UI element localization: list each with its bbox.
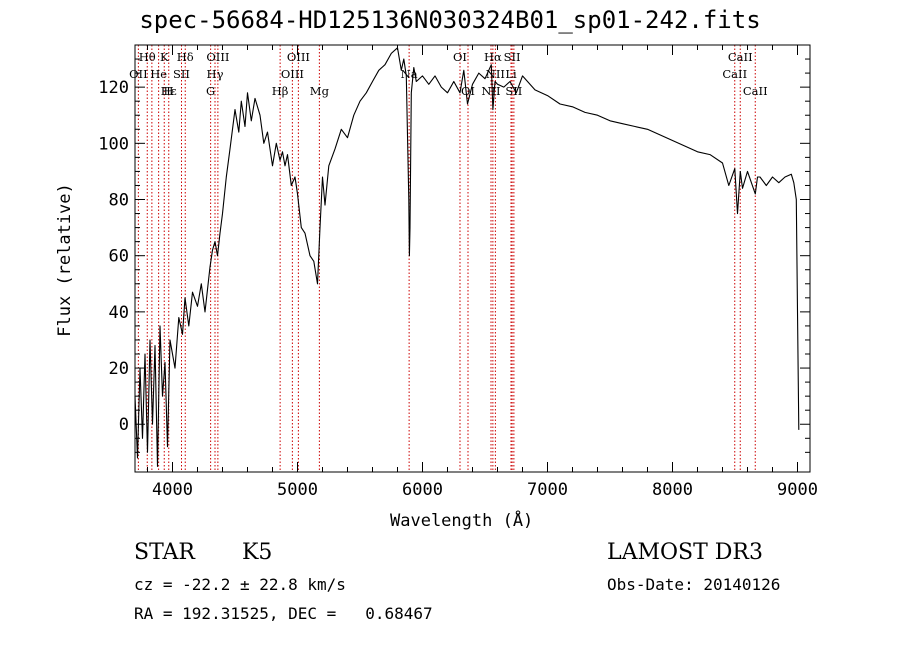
line-label: Na	[401, 67, 418, 81]
line-label: He	[150, 67, 167, 81]
y-tick-label: 20	[109, 359, 129, 379]
x-tick-label: 8000	[652, 480, 693, 500]
chart-title: spec-56684-HD125136N030324B01_sp01-242.f…	[139, 6, 761, 34]
line-label: OI	[453, 50, 467, 64]
cz-readout: cz = -22.2 ± 22.8 km/s	[134, 575, 346, 594]
line-label: OI	[461, 84, 475, 98]
y-tick-label: 80	[109, 191, 129, 211]
line-label: Hδ	[177, 50, 194, 64]
x-tick-label: 4000	[152, 480, 193, 500]
line-label: CaII	[722, 67, 747, 81]
line-label: OIII	[281, 67, 304, 81]
y-tick-label: 0	[119, 415, 129, 435]
line-label: Hε	[161, 84, 177, 98]
line-label: NII	[486, 67, 505, 81]
y-tick-label: 40	[109, 303, 129, 323]
object-class: STAR	[134, 540, 195, 565]
y-ticks: 0 20 40 60 80 100 120	[98, 58, 810, 453]
line-label: Hθ	[139, 50, 156, 64]
coordinates: RA = 192.31525, DEC = 0.68467	[134, 604, 433, 623]
line-label: CaII	[728, 50, 753, 64]
line-label: SII	[504, 50, 521, 64]
line-label: CaII	[743, 84, 768, 98]
line-label: Hα	[484, 50, 502, 64]
spectral-line-markers	[137, 45, 756, 472]
survey-name: LAMOST DR3	[607, 540, 763, 565]
line-label: Li	[505, 67, 517, 81]
line-label: Hβ	[272, 84, 289, 98]
line-label: OII	[129, 67, 148, 81]
line-label: Mg	[310, 84, 330, 98]
line-label: G	[206, 84, 215, 98]
x-tick-label: 5000	[277, 480, 318, 500]
y-tick-label: 120	[98, 78, 129, 98]
line-label: OIII	[287, 50, 310, 64]
y-tick-label: 60	[109, 247, 129, 267]
x-tick-label: 6000	[402, 480, 443, 500]
line-label: NII	[481, 84, 500, 98]
spectrum-line	[134, 47, 800, 467]
line-label: H	[163, 84, 173, 98]
spectrum-curve-layer	[134, 47, 800, 467]
x-tick-label: 7000	[527, 480, 568, 500]
line-label: Hγ	[207, 67, 224, 81]
obs-date: Obs-Date: 20140126	[607, 575, 781, 594]
x-axis-label: Wavelength (Å)	[390, 511, 534, 531]
line-label: OIII	[206, 50, 229, 64]
y-tick-label: 100	[98, 134, 129, 154]
y-axis-label: Flux (relative)	[55, 183, 75, 337]
line-label: K	[160, 50, 169, 64]
x-ticks: 4000 5000 6000 7000 8000 9000	[147, 45, 818, 500]
line-label: SII	[505, 84, 522, 98]
plot-frame	[134, 44, 811, 473]
line-label: SII	[173, 67, 190, 81]
object-subclass: K5	[242, 540, 273, 565]
x-tick-label: 9000	[777, 480, 818, 500]
